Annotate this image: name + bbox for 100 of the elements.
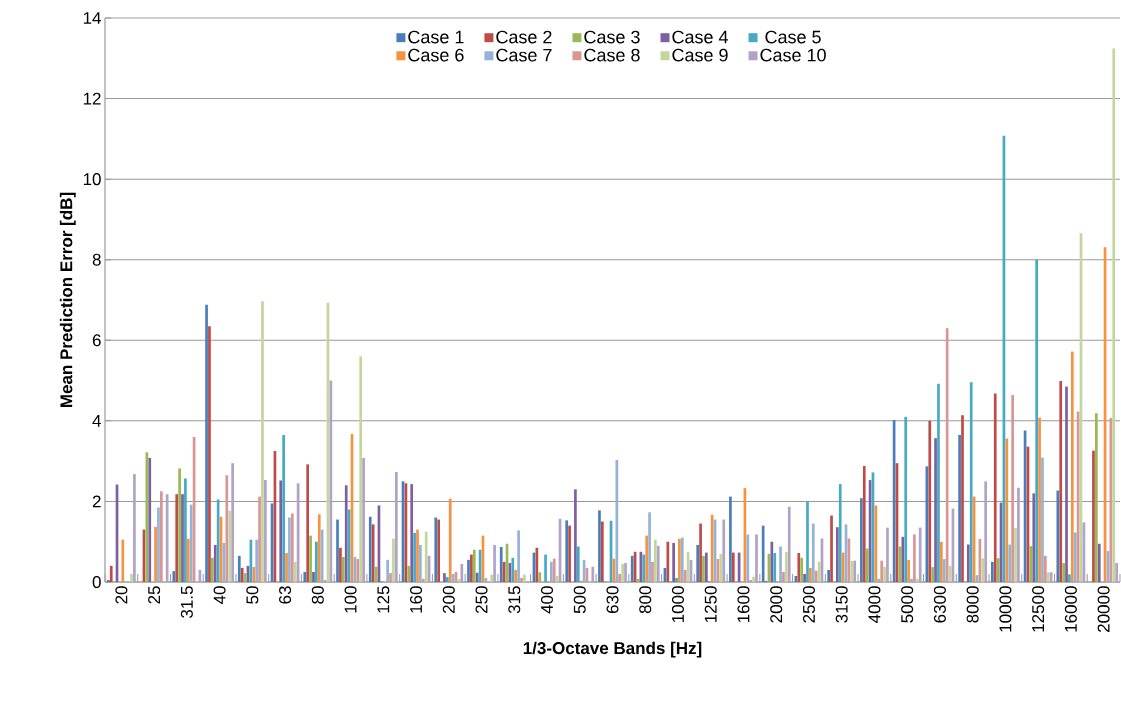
bar [565,520,569,582]
bar [574,489,577,582]
bar [303,571,307,582]
x-tick-label: 16000 [1064,586,1077,632]
bar [666,541,670,582]
bar [288,517,291,582]
bar [445,577,449,582]
bar [591,566,595,582]
bar [779,546,782,582]
bar [320,529,324,582]
bar [460,563,464,582]
x-tick-label: 1250 [704,586,717,623]
bar [696,544,700,582]
x-axis-title: 1/3-Octave Bands [Hz] [523,641,702,658]
bar [1070,351,1074,582]
bar [797,553,801,582]
bar [928,420,932,582]
bar [499,546,503,582]
bar [1097,543,1101,582]
y-tick-label: 12 [83,92,101,105]
bar [969,382,973,582]
bar [1095,413,1098,582]
bar [784,551,788,582]
bar [901,536,905,582]
bar [729,496,732,582]
bar [803,573,806,582]
bar [362,457,365,582]
bar [809,567,812,582]
bar [514,569,518,582]
bar [931,567,934,582]
bar [615,459,619,582]
y-tick-label: 8 [92,253,101,266]
bar [511,557,515,582]
x-tick-label: 160 [410,586,423,613]
x-tick-label: 8000 [966,586,979,623]
bar [157,507,160,582]
bar [1005,438,1009,582]
bar [710,514,714,582]
bar [261,301,264,582]
bar [806,501,809,582]
bar [1068,574,1071,582]
bar [865,548,869,582]
bar [172,571,176,582]
bar [359,356,363,582]
bar [470,554,473,582]
x-tick-label: 63 [279,586,292,604]
bar [1011,395,1014,582]
bar [800,557,804,582]
x-tick-label: 50 [246,586,259,604]
bar [306,464,310,582]
bar [770,541,774,582]
y-tick-label: 0 [92,575,101,589]
x-tick-label: 1600 [737,586,750,623]
x-tick-label: 5000 [901,586,914,623]
bar [984,481,988,582]
bar [811,523,815,582]
bar [877,578,881,582]
bar [148,457,152,582]
bar [827,569,830,582]
bar [213,544,217,582]
bar [1044,555,1047,582]
y-tick-label: 2 [92,495,101,508]
bar [1041,457,1044,582]
bar [517,530,520,582]
bar [130,573,133,582]
legend-label: Case 5 [765,30,821,44]
bar [178,468,181,582]
bar [942,559,946,582]
bar [424,531,428,582]
bar [787,506,791,582]
bar [231,463,234,582]
bar [1109,418,1113,582]
bar [601,521,604,582]
bar [154,526,157,582]
x-tick-label: 1000 [671,586,684,623]
bar [860,498,863,582]
bar [315,541,318,582]
bar [184,478,187,582]
bar [814,570,818,582]
bar [448,498,452,582]
bar [1035,259,1039,582]
bar [252,567,256,582]
bar [1059,380,1063,582]
bar [443,573,446,582]
x-tick-label: 40 [213,586,226,605]
bar [961,415,964,582]
x-tick-label: 200 [442,586,455,614]
bar [175,494,179,582]
bar [731,552,735,582]
x-tick-label: 500 [573,586,586,614]
bar [755,534,758,582]
bar [883,566,886,582]
bar [761,525,765,582]
bar [475,572,479,582]
bar [493,544,496,582]
bar [258,496,261,582]
bar [240,567,244,582]
bar [371,524,375,582]
bar [160,491,163,582]
x-tick-label: 125 [377,586,390,613]
